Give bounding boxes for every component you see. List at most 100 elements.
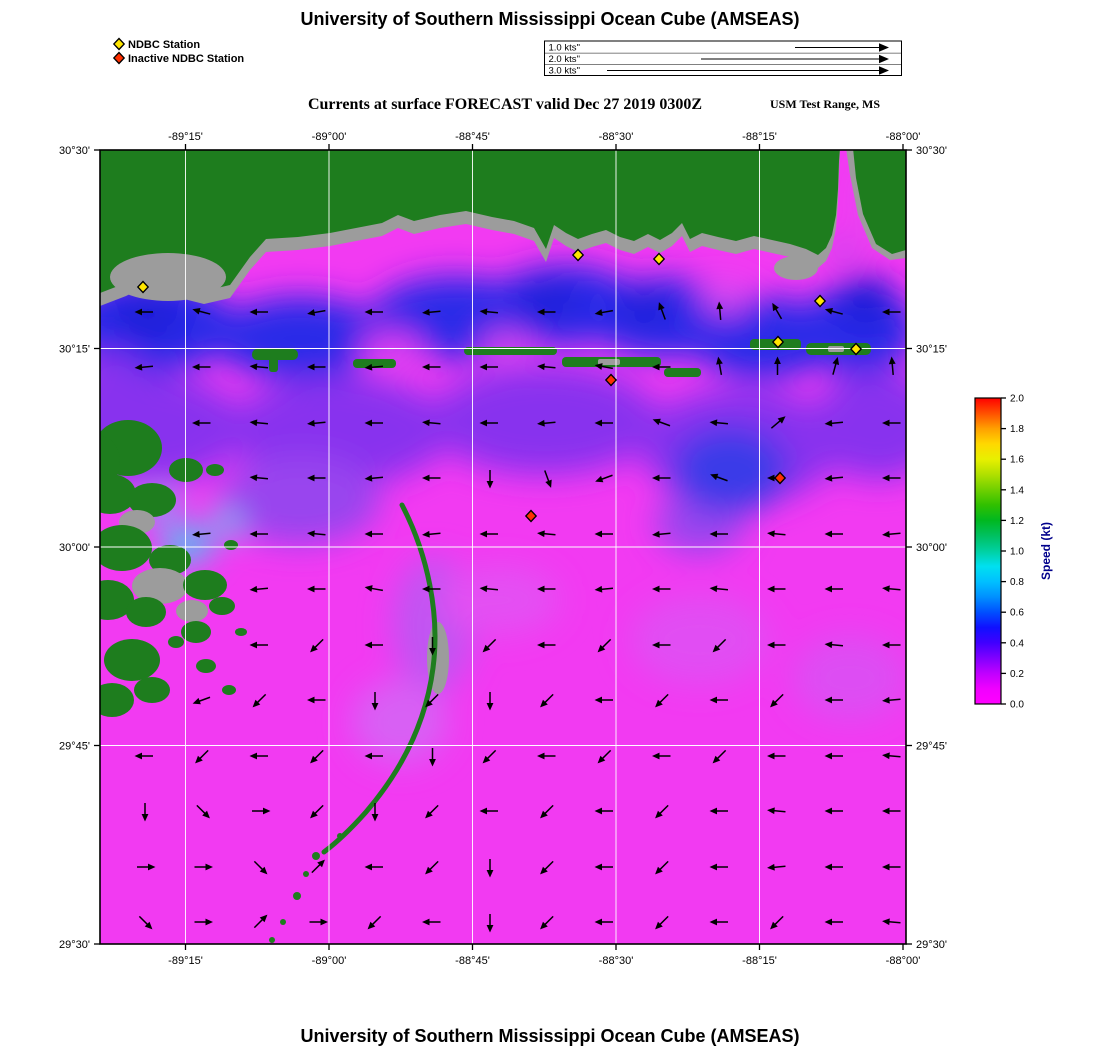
current-arrow	[655, 915, 669, 930]
colorbar-tick-label: 0.8	[1010, 577, 1024, 588]
current-arrow	[594, 807, 613, 815]
current-arrow	[540, 804, 554, 819]
ndbc-diamond-icon	[112, 37, 126, 51]
ne-corner-land	[853, 150, 906, 254]
current-arrow	[594, 309, 614, 316]
current-arrow	[594, 419, 613, 427]
current-arrow	[544, 470, 552, 488]
current-arrow	[652, 418, 671, 427]
current-arrow	[192, 530, 211, 538]
current-arrow	[364, 641, 383, 649]
current-arrow	[824, 474, 844, 482]
vector-scale-box	[544, 40, 902, 76]
lat-tick-label: 30°15'	[59, 344, 90, 356]
current-arrow	[486, 859, 494, 878]
current-arrow	[594, 918, 613, 926]
region-label: USM Test Range, MS	[770, 97, 880, 111]
coast-gray-area	[110, 253, 226, 301]
current-arrow	[364, 863, 383, 871]
ndbc-station-marker	[136, 280, 150, 294]
scale-arrow-head	[879, 43, 889, 52]
current-arrow	[482, 749, 497, 764]
current-vector-layer	[134, 301, 901, 933]
current-arrow	[482, 638, 497, 653]
lon-tick-label: -89°15'	[168, 131, 203, 143]
current-arrow	[767, 585, 786, 593]
current-arrow	[137, 863, 156, 871]
current-arrow	[824, 530, 843, 538]
current-arrow	[767, 752, 786, 760]
current-arrow	[192, 696, 211, 705]
legend: NDBC Station Inactive NDBC Station	[112, 37, 244, 65]
current-arrow	[307, 696, 326, 704]
current-arrow	[716, 356, 723, 376]
current-arrow	[364, 474, 384, 482]
inactive-ndbc-station-marker	[524, 509, 538, 523]
current-arrow	[709, 419, 729, 427]
current-arrow	[824, 807, 843, 815]
ndbc-station-marker	[813, 294, 827, 308]
current-arrow	[594, 363, 614, 370]
current-arrow	[537, 752, 556, 760]
current-arrow	[134, 308, 153, 316]
current-arrow	[307, 530, 326, 538]
current-arrow	[253, 860, 268, 875]
current-arrow	[652, 530, 671, 538]
current-arrow	[594, 863, 613, 871]
current-arrow	[429, 637, 436, 656]
lon-tick-label: -88°45'	[455, 131, 490, 143]
current-arrow	[824, 752, 843, 760]
top-title: University of Southern Mississippi Ocean…	[300, 9, 799, 29]
scale-row-label: 1.0 kts''	[549, 43, 581, 54]
scale-row-label: 3.0 kts''	[549, 66, 581, 77]
current-arrow	[307, 309, 326, 316]
current-arrow	[196, 804, 210, 819]
current-arrow	[252, 807, 271, 815]
colorbar-tick-label: 0.6	[1010, 608, 1024, 619]
current-arrow	[824, 307, 843, 315]
legend-item-active: NDBC Station	[112, 37, 200, 51]
colorbar-tick-label: 2.0	[1010, 394, 1024, 405]
current-arrow	[252, 693, 267, 708]
current-arrow	[307, 585, 326, 593]
current-arrow	[540, 693, 554, 708]
current-arrow	[594, 585, 614, 593]
current-arrow	[367, 915, 382, 930]
forecast-subtitle: Currents at surface FORECAST valid Dec 2…	[308, 96, 702, 113]
bottom-title: University of Southern Mississippi Ocean…	[300, 1026, 799, 1046]
current-arrow	[249, 585, 269, 593]
lat-tick-label: 29°30'	[59, 939, 90, 951]
current-arrow	[882, 696, 901, 704]
current-arrow	[709, 696, 728, 704]
current-arrow	[422, 308, 441, 316]
current-arrow	[364, 752, 383, 760]
current-arrow	[709, 863, 728, 871]
current-arrow	[540, 915, 554, 930]
vector-scale: 1.0 kts''2.0 kts''3.0 kts''	[544, 40, 902, 77]
scale-row-label: 2.0 kts''	[549, 54, 581, 65]
current-arrow	[479, 308, 499, 316]
colorbar-tick-label: 0.2	[1010, 669, 1024, 680]
lat-tick-label: 30°00'	[59, 542, 90, 554]
current-arrow	[249, 363, 269, 371]
current-arrow	[425, 804, 439, 819]
current-arrow	[422, 918, 441, 926]
current-arrow	[311, 859, 325, 874]
current-arrow	[479, 363, 498, 371]
current-arrow	[249, 641, 268, 649]
current-arrow	[882, 474, 901, 482]
colorbar-tick-label: 1.0	[1010, 547, 1024, 558]
vector-scale-rows: 1.0 kts''2.0 kts''3.0 kts''	[544, 43, 902, 77]
current-arrow	[882, 752, 901, 760]
current-arrow	[141, 803, 149, 822]
current-arrow	[425, 693, 439, 708]
lon-tick-label: -88°00'	[886, 955, 921, 967]
mainland	[100, 150, 840, 293]
scale-arrow-head	[879, 54, 889, 64]
current-arrow	[767, 530, 786, 538]
colorbar-title: Speed (kt)	[1039, 522, 1053, 580]
current-arrow	[824, 696, 843, 704]
current-arrow	[194, 918, 213, 926]
lat-tick-label: 30°15'	[916, 344, 947, 356]
